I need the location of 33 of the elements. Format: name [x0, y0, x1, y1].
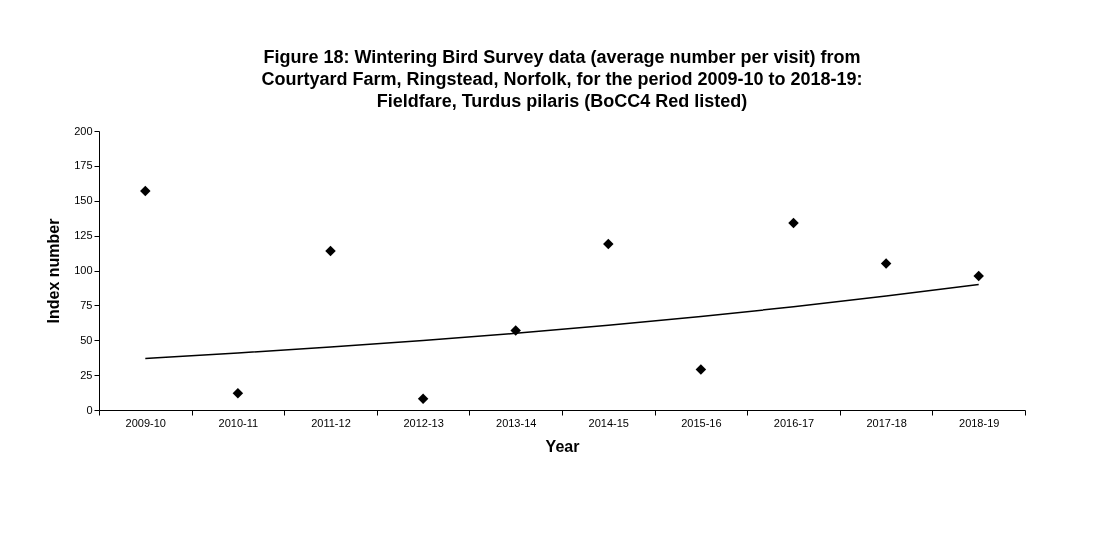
point — [232, 388, 244, 399]
x-tick-label: 2018-19 — [959, 416, 1000, 429]
y-tick-label: 100 — [74, 264, 93, 276]
line-series — [144, 283, 980, 360]
x-tick-label: 2013-14 — [496, 416, 537, 429]
y-tick-label: 0 — [86, 403, 93, 416]
y-tick-label: 75 — [80, 298, 93, 311]
point — [510, 325, 521, 336]
point — [417, 393, 429, 405]
y-tick-label: 200 — [74, 124, 93, 137]
x-tick-label: 2014-15 — [588, 416, 629, 429]
point — [140, 185, 151, 197]
x-tick-label: 2010-11 — [218, 416, 259, 429]
x-tick-label: 2017-18 — [866, 416, 907, 429]
point — [880, 258, 892, 269]
y-tick-label: 150 — [74, 194, 93, 207]
y-tick-label: 175 — [74, 159, 93, 172]
x-axis-title: Year — [545, 437, 580, 455]
point — [325, 245, 336, 257]
point — [788, 217, 799, 229]
y-tick-label: 125 — [74, 229, 93, 242]
x-tick-label: 2012-13 — [403, 416, 444, 429]
x-tick-label: 2009-10 — [125, 416, 166, 429]
point — [603, 238, 614, 250]
point — [695, 364, 707, 375]
chart-title: Figure 18: Wintering Bird Survey data (average number per visit) from Courtyard Farm, Ringstead, Norfolk, for the period 2009-10 to 2018-19: Fieldfare, Turdus pilaris (BoCC4 Red listed) — [261, 47, 863, 111]
y-axis-title: Index number — [45, 218, 63, 324]
point — [973, 270, 984, 282]
x-tick-label: 2011-12 — [311, 416, 351, 429]
y-tick-label: 25 — [80, 368, 93, 381]
x-tick-label: 2016-17 — [773, 416, 815, 429]
y-tick-label: 50 — [80, 333, 93, 346]
x-tick-label: 2015-16 — [681, 416, 722, 429]
